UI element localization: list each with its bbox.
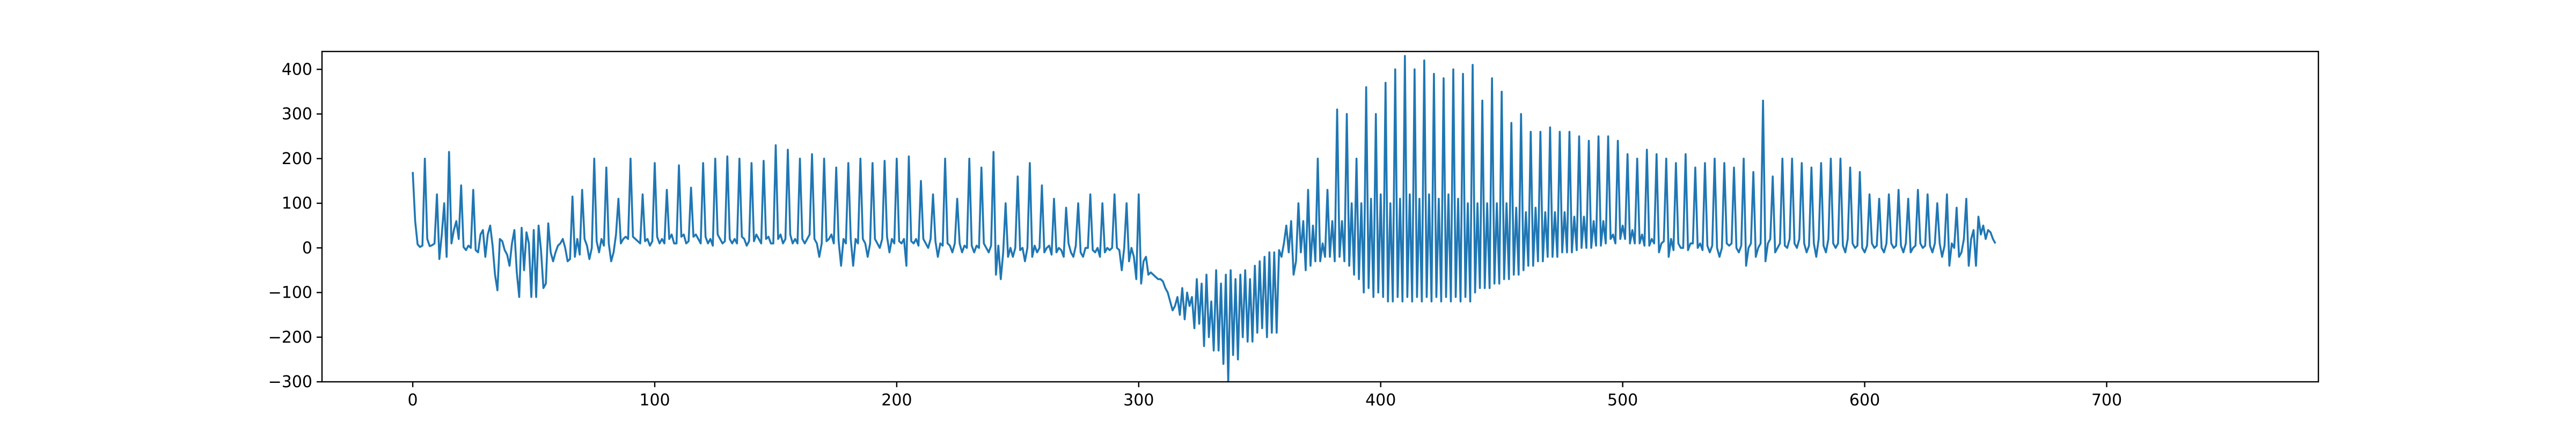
x-tick-label: 700 bbox=[2091, 391, 2122, 410]
y-tick-label: 100 bbox=[282, 194, 312, 213]
series-line-0 bbox=[412, 55, 1996, 382]
x-tick-label: 600 bbox=[1849, 391, 1880, 410]
y-tick-label: 0 bbox=[302, 239, 312, 257]
x-tick-label: 0 bbox=[408, 391, 418, 410]
x-tick-label: 100 bbox=[639, 391, 670, 410]
y-tick-label: 400 bbox=[282, 60, 312, 79]
y-tick-label: 300 bbox=[282, 105, 312, 124]
y-tick-label: −200 bbox=[268, 328, 312, 347]
x-axis: 0 100 200 300 400 500 600 700 bbox=[408, 382, 2122, 410]
y-tick-label: −100 bbox=[268, 284, 312, 302]
x-tick-label: 400 bbox=[1365, 391, 1396, 410]
x-tick-label: 200 bbox=[881, 391, 912, 410]
plot-area bbox=[412, 55, 1996, 382]
y-axis: −300 −200 −100 0 100 200 300 400 bbox=[268, 60, 322, 391]
y-tick-label: 200 bbox=[282, 150, 312, 168]
x-tick-label: 300 bbox=[1123, 391, 1154, 410]
axes-frame bbox=[321, 50, 2319, 383]
x-tick-label: 500 bbox=[1607, 391, 1638, 410]
y-tick-label: −300 bbox=[268, 373, 312, 391]
